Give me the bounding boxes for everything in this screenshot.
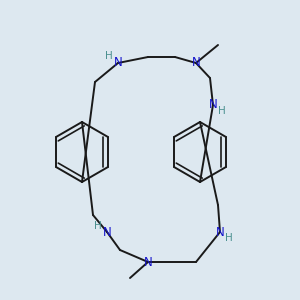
Text: H: H [94,221,102,231]
Text: N: N [114,56,122,70]
Text: H: H [225,233,233,243]
Text: N: N [192,56,200,70]
Text: H: H [105,51,113,61]
Text: H: H [218,106,226,116]
Text: N: N [144,256,152,268]
Text: N: N [216,226,224,238]
Text: N: N [208,98,217,112]
Text: N: N [103,226,111,238]
